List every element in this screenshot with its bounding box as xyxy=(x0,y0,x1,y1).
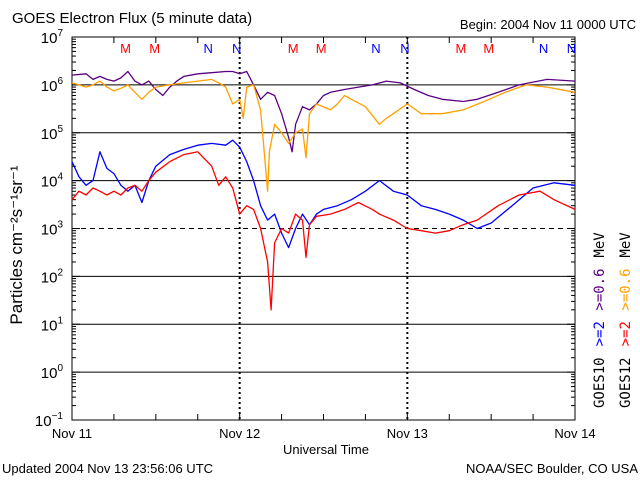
marker-n: N xyxy=(567,41,576,56)
marker-n: N xyxy=(204,41,213,56)
marker-m: M xyxy=(120,41,131,56)
marker-m: M xyxy=(483,41,494,56)
y-tick-label: 106 xyxy=(41,76,64,95)
legend-entry: MeV xyxy=(618,232,634,258)
series-goes12-2 xyxy=(71,151,576,311)
x-tick-label: Nov 11 xyxy=(52,426,92,441)
y-tick-label: 105 xyxy=(41,124,64,143)
legend: GOES10 >=2 >=0.6 MeV GOES12 >=2 >=0.6 MeV xyxy=(592,232,634,408)
y-axis-ticks: 10−1 100 101 102 103 104 105 106 107 xyxy=(35,28,575,430)
marker-n: N xyxy=(400,41,409,56)
grid-lines xyxy=(72,84,575,373)
begin-label: Begin: 2004 Nov 11 0000 UTC xyxy=(460,17,636,32)
y-tick-label: 107 xyxy=(41,28,64,47)
marker-n: N xyxy=(371,41,380,56)
x-axis-label: Universal Time xyxy=(283,442,369,457)
series-goes10-2 xyxy=(71,139,576,249)
footer-credit: NOAA/SEC Boulder, CO USA xyxy=(466,461,638,476)
marker-n: N xyxy=(232,41,241,56)
legend-entry: >=2 xyxy=(592,321,608,346)
chart-title: GOES Electron Flux (5 minute data) xyxy=(12,10,252,27)
y-tick-label: 100 xyxy=(41,363,64,382)
y-tick-label: 10−1 xyxy=(35,411,64,430)
y-tick-label: 101 xyxy=(41,315,64,334)
series-goes12-06 xyxy=(71,70,576,153)
y-tick-label: 102 xyxy=(41,267,64,286)
y-axis-label: Particles cm⁻²s⁻¹sr⁻¹ xyxy=(7,165,26,324)
marker-m: M xyxy=(288,41,299,56)
y-tick-label: 104 xyxy=(41,172,64,191)
legend-entry: GOES10 xyxy=(592,357,608,408)
legend-entry: MeV xyxy=(592,232,608,258)
series-goes10-06 xyxy=(71,78,576,192)
x-tick-label: Nov 13 xyxy=(387,426,428,441)
marker-m: M xyxy=(455,41,466,56)
series-lines xyxy=(71,70,576,311)
x-axis-ticks: Nov 11 Nov 12 Nov 13 Nov 14 xyxy=(52,37,596,441)
marker-m: M xyxy=(149,41,160,56)
marker-m: M xyxy=(316,41,327,56)
legend-entry: GOES12 xyxy=(618,357,634,408)
legend-entry: >=0.6 xyxy=(592,268,608,310)
footer-updated: Updated 2004 Nov 13 23:56:06 UTC xyxy=(2,461,213,476)
legend-entry: >=2 xyxy=(618,321,634,346)
x-tick-label: Nov 14 xyxy=(554,426,595,441)
marker-n: N xyxy=(539,41,548,56)
x-tick-label: Nov 12 xyxy=(219,426,260,441)
legend-entry: >=0.6 xyxy=(618,268,634,310)
y-tick-label: 103 xyxy=(41,220,64,239)
